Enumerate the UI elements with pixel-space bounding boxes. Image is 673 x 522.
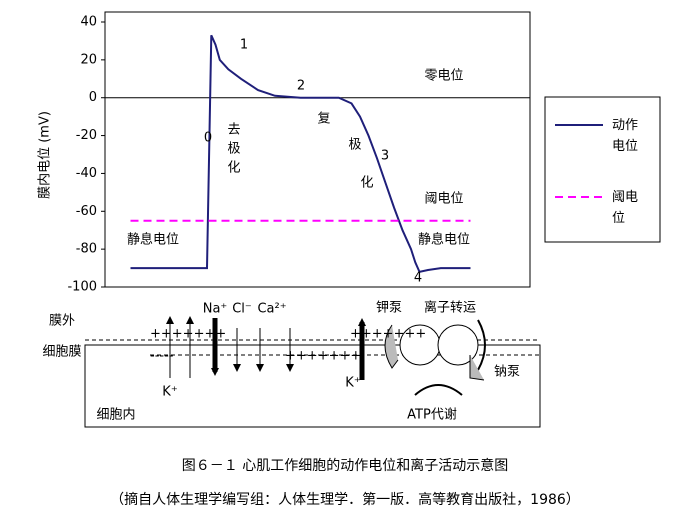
diagram-label: K⁺ [162, 385, 177, 400]
y-axis-label: 膜内电位 (mV) [37, 111, 53, 199]
pump-arrow [469, 355, 485, 381]
annotation: 4 [414, 271, 422, 286]
diagram-label: Cl⁻ [232, 302, 252, 317]
annotation: 零电位 [424, 69, 463, 84]
y-tick-label: -100 [67, 280, 97, 295]
annotation: 静息电位 [127, 232, 179, 248]
diagram-label: 离子转运 [424, 300, 476, 316]
annotation: 极 [348, 138, 361, 153]
diagram-label: 膜外 [49, 314, 75, 329]
legend-label: 动作电位 [612, 118, 638, 154]
annotation: 1 [240, 38, 248, 53]
annotation: 3 [381, 149, 389, 164]
legend-label: 阈电位 [612, 190, 638, 226]
diagram-label: 钾泵 [376, 301, 402, 316]
annotation: 去 [227, 123, 240, 138]
legend-box [544, 96, 661, 243]
annotation: 0 [204, 131, 212, 146]
y-tick-label: 20 [80, 52, 97, 67]
pump [437, 324, 479, 366]
diagram-label: 细胞膜 [42, 345, 81, 360]
charge-sign: ----- [150, 349, 174, 364]
diagram-label: ATP代谢 [407, 407, 457, 423]
caption-source: （摘自人体生理学编写组：人体生理学．第一版．高等教育出版社，1986） [110, 491, 580, 508]
annotation: 复 [317, 112, 330, 127]
y-tick-label: -40 [76, 166, 97, 181]
y-tick-label: -20 [76, 128, 97, 143]
y-tick-label: -60 [76, 204, 97, 219]
cell-diagram [84, 316, 541, 428]
charge-sign: +++++++ [285, 349, 361, 364]
annotation: 极 [227, 142, 240, 157]
diagram-label: Ca²⁺ [257, 302, 286, 317]
y-tick-label: 40 [80, 15, 97, 30]
annotation: 阈电位 [424, 192, 463, 207]
annotation: 静息电位 [418, 232, 470, 248]
annotation: 2 [297, 79, 305, 94]
diagram-label: 细胞内 [96, 407, 135, 423]
pump-arrow [384, 324, 399, 369]
charge-sign: +++++++ [350, 327, 426, 342]
charge-sign: +++++++ [150, 327, 226, 342]
diagram-label: K⁺ [345, 376, 360, 391]
pump-arrow [477, 319, 486, 371]
plot-frame [104, 11, 531, 288]
y-tick-label: -80 [76, 242, 97, 257]
y-tick-label: 0 [89, 90, 97, 105]
cell-box [84, 344, 541, 428]
pump-arrow [414, 384, 463, 396]
annotation: 化 [227, 161, 240, 176]
diagram-label: 钠泵 [494, 365, 520, 380]
diagram-label: Na⁺ [203, 302, 228, 317]
caption-title: 图６－１ 心肌工作细胞的动作电位和离子活动示意图 [182, 457, 508, 474]
series-line [130, 34, 471, 274]
annotation: 化 [360, 176, 373, 191]
